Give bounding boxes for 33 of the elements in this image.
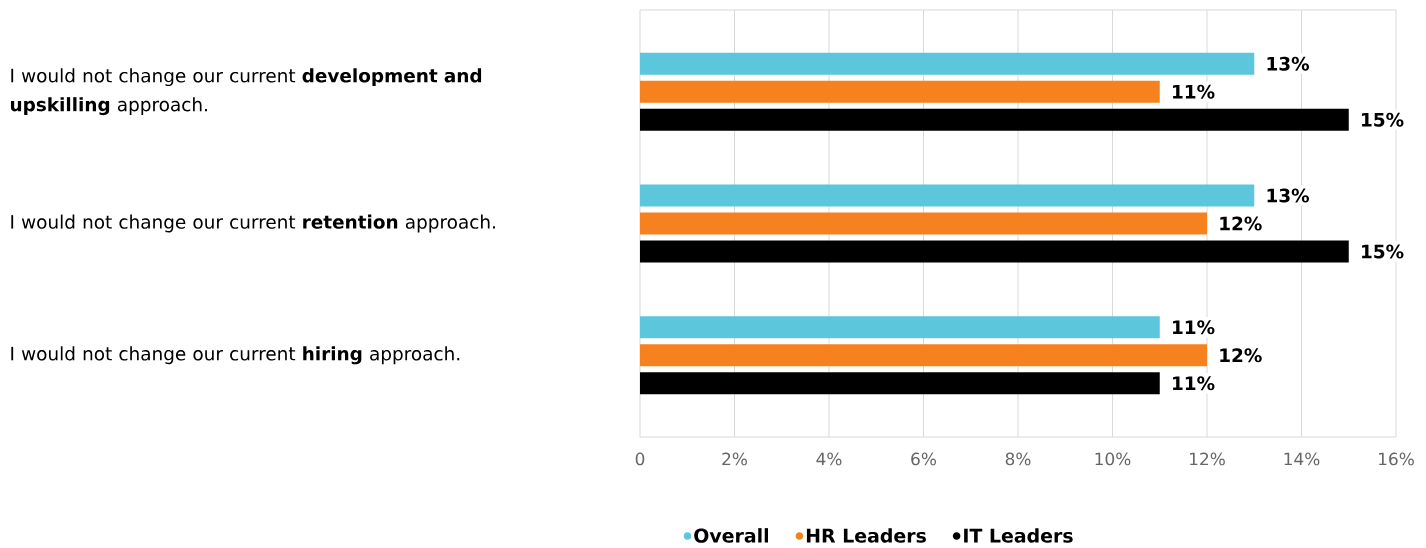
x-tick-label: 16% <box>1379 452 1414 466</box>
data-label: 13% <box>1267 188 1310 203</box>
data-label: 12% <box>1220 348 1262 363</box>
data-label: 13% <box>1267 56 1310 71</box>
data-label: 11% <box>1173 84 1215 99</box>
data-label: 11% <box>1173 376 1215 391</box>
x-tick-label: 14% <box>1284 452 1320 466</box>
data-label: 15% <box>1362 112 1404 127</box>
data-label: 12% <box>1220 216 1262 231</box>
x-tick-label: 8% <box>1005 452 1031 466</box>
x-tick-label: 10% <box>1095 452 1131 466</box>
data-label: 11% <box>1173 320 1215 335</box>
x-tick-label: 12% <box>1190 452 1225 466</box>
bar <box>640 240 1349 263</box>
x-tick-label: 2% <box>722 452 747 466</box>
bar <box>640 344 1207 367</box>
legend-label: IT Leaders <box>964 528 1073 543</box>
data-label: 15% <box>1362 244 1404 259</box>
bar <box>640 80 1160 103</box>
bar <box>640 108 1349 131</box>
legend-label: Overall <box>694 528 769 543</box>
category-label: I would not change our current development and upskilling approach. <box>10 68 482 116</box>
x-tick-label: 0 <box>635 452 645 466</box>
bar <box>640 52 1255 75</box>
x-tick-label: 6% <box>911 452 936 466</box>
bar <box>640 212 1207 235</box>
x-tick-label: 4% <box>816 452 842 466</box>
bar <box>640 184 1255 207</box>
y-tick-label: I would not change our current hiring approach. <box>11 346 460 365</box>
legend-label: HR Leaders <box>806 528 926 543</box>
bar <box>640 372 1160 395</box>
y-tick-label: I would not change our current retention approach. <box>11 214 495 233</box>
bar <box>640 316 1160 339</box>
